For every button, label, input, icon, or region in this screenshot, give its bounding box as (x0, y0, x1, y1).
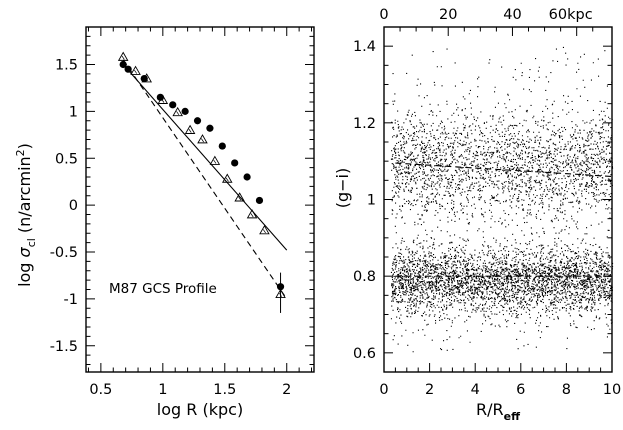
left-xtick-label: 0.5 (89, 382, 112, 398)
left-axis-frame (85, 26, 315, 373)
left-ytick-label: 0.5 (55, 151, 78, 167)
left-ytick-label: -0.5 (50, 245, 78, 261)
right-xtick-label: 10 (603, 382, 621, 398)
left-plot-area (117, 51, 288, 313)
right-ytick-label: 0.8 (353, 269, 376, 285)
left-xtick-label: 2 (282, 382, 291, 398)
left-point-triangle-hatch (262, 229, 266, 234)
left-point-triangle-hatch (188, 128, 192, 133)
right-ytick-label: 1.2 (353, 116, 376, 132)
right-xtick-label: 2 (425, 382, 434, 398)
left-point-triangle (259, 225, 270, 235)
left-xtick-label: 1 (158, 382, 167, 398)
left-point-triangle (197, 134, 208, 144)
right-ticks: 0 2 4 6 8 10 0 20 40 60kpc 0.6 0.8 1 1.2 1.4 (353, 7, 621, 398)
left-point-triangle (157, 94, 169, 104)
right-top-tick-label: 0 (379, 7, 388, 23)
left-ytick-label: 1 (69, 104, 78, 120)
right-panel: 0 2 4 6 8 10 0 20 40 60kpc 0.6 0.8 1 1.2 1.4 R/Reff (g… (333, 7, 621, 423)
left-fit-line-solid (122, 64, 288, 251)
left-point-circle (231, 159, 239, 167)
left-point-triangle (246, 209, 258, 219)
right-plot-area (390, 46, 614, 353)
right-ylabel: (g−i) (333, 168, 352, 209)
left-point-circle (124, 65, 132, 73)
left-point-triangle (209, 155, 221, 165)
left-point-circle (181, 107, 189, 115)
left-point-triangle-hatch (238, 196, 242, 201)
left-point-triangle-hatch (134, 69, 138, 74)
left-point-triangle-hatch (213, 159, 217, 164)
right-xtick-label: 4 (471, 382, 480, 398)
right-xtick-label: 6 (516, 382, 525, 398)
right-top-tick-label: 40 (503, 7, 521, 23)
left-point-circle (243, 173, 251, 181)
left-ytick-label: -1.5 (50, 339, 78, 355)
left-point-triangle-hatch (200, 138, 204, 143)
left-point-circle (206, 124, 214, 132)
left-point-triangle (117, 51, 129, 61)
left-point-triangle (141, 73, 152, 83)
left-ylabel: log σcl (n/arcmin2) (14, 143, 38, 287)
left-point-circle (169, 101, 177, 109)
left-point-triangle (234, 192, 245, 202)
left-point-triangle-hatch (161, 98, 165, 103)
right-top-tick-label: 60kpc (549, 7, 593, 23)
left-point-circle (193, 117, 202, 125)
left-point-triangle-hatch (225, 177, 229, 182)
left-point-triangle-hatch (121, 55, 125, 60)
left-ticks: 0.5 1 1.5 2 -1.5 -1 -0.5 0 0.5 1 1.5 (50, 27, 314, 398)
left-point-triangle-hatch (250, 213, 254, 218)
left-ytick-label: 0 (69, 198, 78, 214)
right-fit-line (395, 162, 613, 178)
left-xlabel: log R (kpc) (157, 400, 243, 419)
left-fit-line-dashed (122, 59, 288, 300)
left-ytick-label: 1.5 (55, 58, 78, 74)
left-point-triangle-hatch (176, 111, 180, 116)
left-point-triangle (221, 173, 233, 183)
left-point-circle (119, 60, 127, 69)
right-ytick-label: 1.4 (353, 39, 376, 55)
right-ytick-label: 0.6 (353, 346, 376, 362)
right-xtick-label: 0 (379, 382, 388, 398)
left-point-circle (218, 142, 226, 150)
left-point-circle (156, 93, 164, 101)
right-scatter-points (390, 46, 614, 353)
left-point-triangle-hatch (145, 77, 149, 82)
right-xtick-label: 8 (562, 382, 571, 398)
left-ytick-label: -1 (64, 292, 78, 308)
right-xlabel: R/Reff (476, 400, 520, 423)
left-title: M87 GCS Profile (109, 281, 217, 297)
right-ytick-label: 1 (367, 193, 376, 209)
left-point-triangle (184, 124, 196, 134)
left-panel: 0.5 1 1.5 2 -1.5 -1 -0.5 0 0.5 1 1.5 M87 GCS Profi… (14, 26, 315, 419)
left-point-triangle (130, 65, 141, 75)
right-top-tick-label: 20 (439, 7, 457, 23)
left-point-circle (255, 196, 264, 205)
left-xtick-label: 1.5 (213, 382, 236, 398)
left-point-triangle (172, 106, 183, 117)
